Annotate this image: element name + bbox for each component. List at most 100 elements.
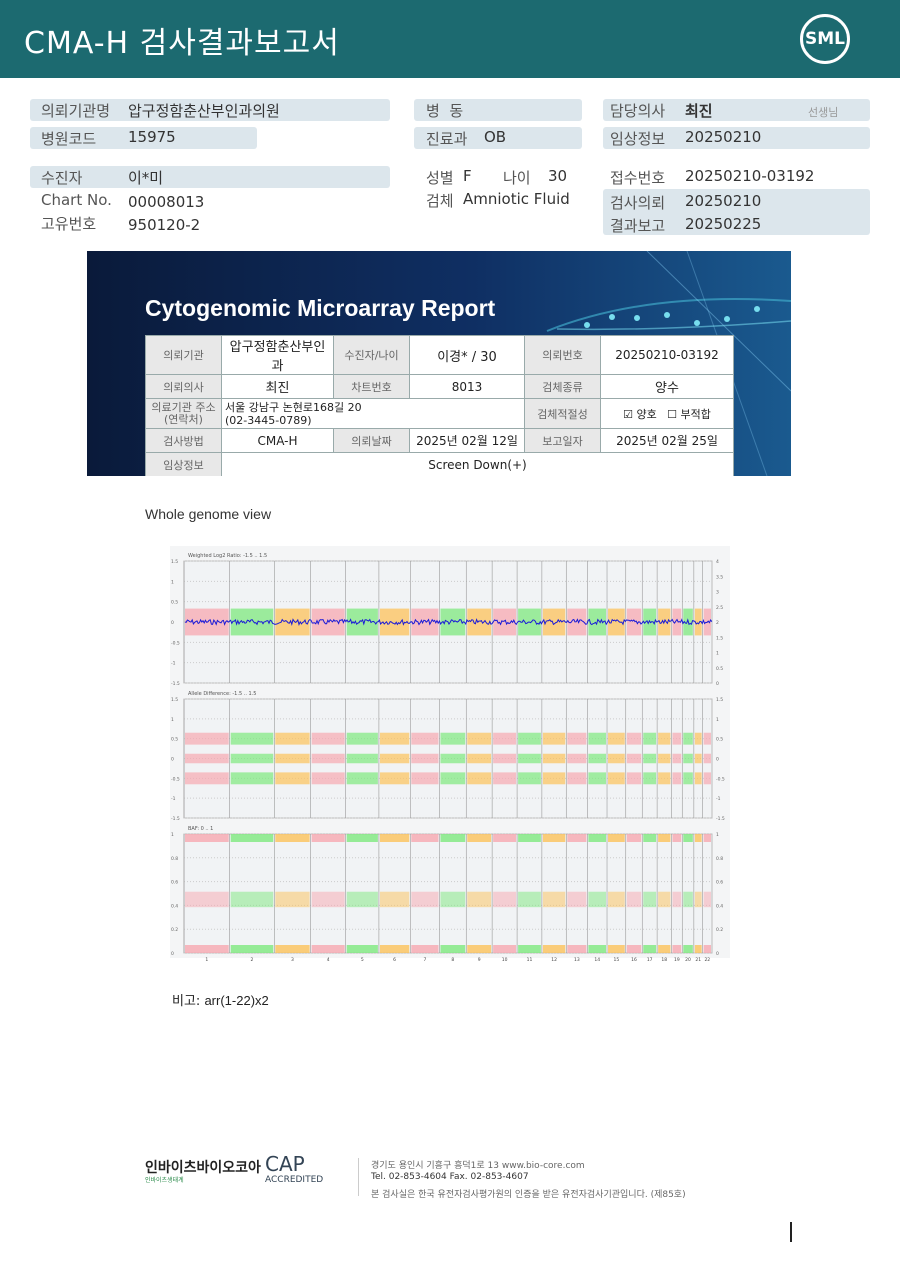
- chromosome-19-band: [672, 945, 682, 953]
- doctor-value: 최진: [685, 102, 713, 120]
- chromosome-9-band: [467, 732, 492, 745]
- right-tick-label: 0.5: [716, 666, 723, 672]
- cell-label: 보고일자: [524, 428, 601, 453]
- chromosome-21-band: [694, 772, 702, 785]
- cell-label: 의뢰의사: [145, 374, 222, 399]
- chromosome-15-band: [608, 753, 625, 764]
- chromosome-10-band: [493, 945, 517, 953]
- cell-label: 의뢰날짜: [333, 428, 410, 453]
- chromosome-14-band: [588, 732, 607, 745]
- right-tick-label: 0: [716, 757, 719, 763]
- company-logo: 인바이츠바이오코아: [145, 1160, 261, 1176]
- chromosome-21-band: [694, 732, 702, 745]
- panel-title: BAF: 0 .. 1: [188, 826, 213, 832]
- dept-label: 진료과: [426, 130, 468, 148]
- chromosome-20-band: [683, 891, 693, 908]
- chromosome-6-band: [379, 834, 410, 842]
- left-tick-label: -0.5: [171, 640, 180, 646]
- chromosome-17-band: [643, 834, 657, 842]
- cell-value: 최진: [221, 374, 334, 399]
- sex-value: F: [463, 167, 472, 185]
- hospital-code-label: 병원코드: [41, 130, 97, 148]
- institution-value: 압구정함춘산부인과의원: [128, 102, 280, 120]
- chromosome-13-band: [567, 891, 587, 908]
- age-label: 나이: [503, 169, 531, 187]
- left-tick-label: 0: [171, 757, 174, 763]
- chromosome-14-band: [588, 945, 607, 953]
- chromosome-21-band: [694, 834, 702, 842]
- left-tick-label: 0.5: [171, 600, 178, 606]
- chromosome-4-band: [311, 834, 345, 842]
- chromosome-15-band: [608, 891, 625, 908]
- chromosome-19-band: [672, 772, 682, 785]
- chromosome-label: 18: [661, 957, 667, 963]
- chromosome-9-band: [467, 834, 492, 842]
- chromosome-label: 12: [551, 957, 557, 963]
- cell-value: 2025년 02월 25일: [600, 428, 734, 453]
- chromosome-21-band: [694, 608, 702, 636]
- left-tick-label: 0.6: [171, 880, 178, 886]
- chromosome-15-band: [608, 608, 625, 636]
- request-value: 20250210: [685, 192, 762, 210]
- chromosome-17-band: [643, 772, 657, 785]
- chromosome-2-band: [230, 891, 274, 908]
- left-tick-label: 1.5: [171, 697, 178, 703]
- chromosome-14-band: [588, 834, 607, 842]
- pill-bg: [414, 99, 582, 121]
- chromosome-label: 10: [502, 957, 508, 963]
- cell-label: 의뢰번호: [524, 335, 601, 375]
- footer-cert: 본 검사실은 한국 유전자검사평가원의 인증을 받은 유전자검사기관입니다. (…: [371, 1190, 686, 1200]
- chromosome-4-band: [311, 772, 345, 785]
- left-tick-label: 0: [171, 620, 174, 626]
- chromosome-20-band: [683, 834, 693, 842]
- sex-label: 성별: [426, 169, 454, 187]
- chromosome-19-band: [672, 608, 682, 636]
- cell-label: 검체종류: [524, 374, 601, 399]
- chromosome-7-band: [411, 945, 439, 953]
- chromosome-9-band: [467, 753, 492, 764]
- chromosome-6-band: [379, 772, 410, 785]
- chromosome-9-band: [467, 945, 492, 953]
- chromosome-12-band: [542, 891, 566, 908]
- specimen-value: Amniotic Fluid: [463, 190, 570, 208]
- right-tick-label: 0.5: [716, 737, 723, 743]
- left-tick-label: -1.5: [171, 681, 180, 687]
- page-title: CMA-H 검사결과보고서: [24, 26, 340, 61]
- chromosome-label: 20: [685, 957, 691, 963]
- right-tick-label: 1: [716, 717, 719, 723]
- chromosome-3-band: [275, 891, 310, 908]
- chromosome-12-band: [542, 772, 566, 785]
- patient-value: 이*미: [128, 169, 164, 187]
- chromosome-label: 1: [205, 957, 208, 963]
- pill-bg: [603, 127, 870, 149]
- chromosome-8-band: [440, 772, 466, 785]
- chromosome-7-band: [411, 608, 439, 636]
- specimen-adequacy-checkbox: ☑ 양호 ☐ 부적합: [600, 398, 734, 429]
- receipt-label: 접수번호: [610, 169, 666, 187]
- table-row: 의뢰의사 최진 차트번호 8013 검체종류 양수: [145, 374, 734, 399]
- cell-label: 의뢰기관: [145, 335, 222, 375]
- chromosome-6-band: [379, 945, 410, 953]
- sml-logo: SML: [800, 14, 850, 64]
- specimen-label: 검체: [426, 192, 454, 210]
- right-tick-label: 3: [716, 590, 719, 596]
- chromosome-label: 21: [695, 957, 701, 963]
- chromosome-3-band: [275, 945, 310, 953]
- chromosome-4-band: [311, 732, 345, 745]
- clinical-value: 20250210: [685, 128, 762, 146]
- chromosome-4-band: [311, 945, 345, 953]
- chromosome-6-band: [379, 753, 410, 764]
- cell-value: 이경* / 30: [409, 335, 525, 375]
- right-tick-label: 1: [716, 651, 719, 657]
- chromosome-19-band: [672, 891, 682, 908]
- report-table: 의뢰기관 압구정함춘산부인과 수진자/나이 이경* / 30 의뢰번호 2025…: [145, 335, 734, 476]
- section-title: Whole genome view: [145, 506, 272, 522]
- chromosome-2-band: [230, 834, 274, 842]
- chromosome-12-band: [542, 945, 566, 953]
- chromosome-11-band: [518, 753, 541, 764]
- chromosome-2-band: [230, 945, 274, 953]
- chromosome-19-band: [672, 753, 682, 764]
- chromosome-5-band: [346, 772, 378, 785]
- chromosome-11-band: [518, 732, 541, 745]
- chromosome-8-band: [440, 753, 466, 764]
